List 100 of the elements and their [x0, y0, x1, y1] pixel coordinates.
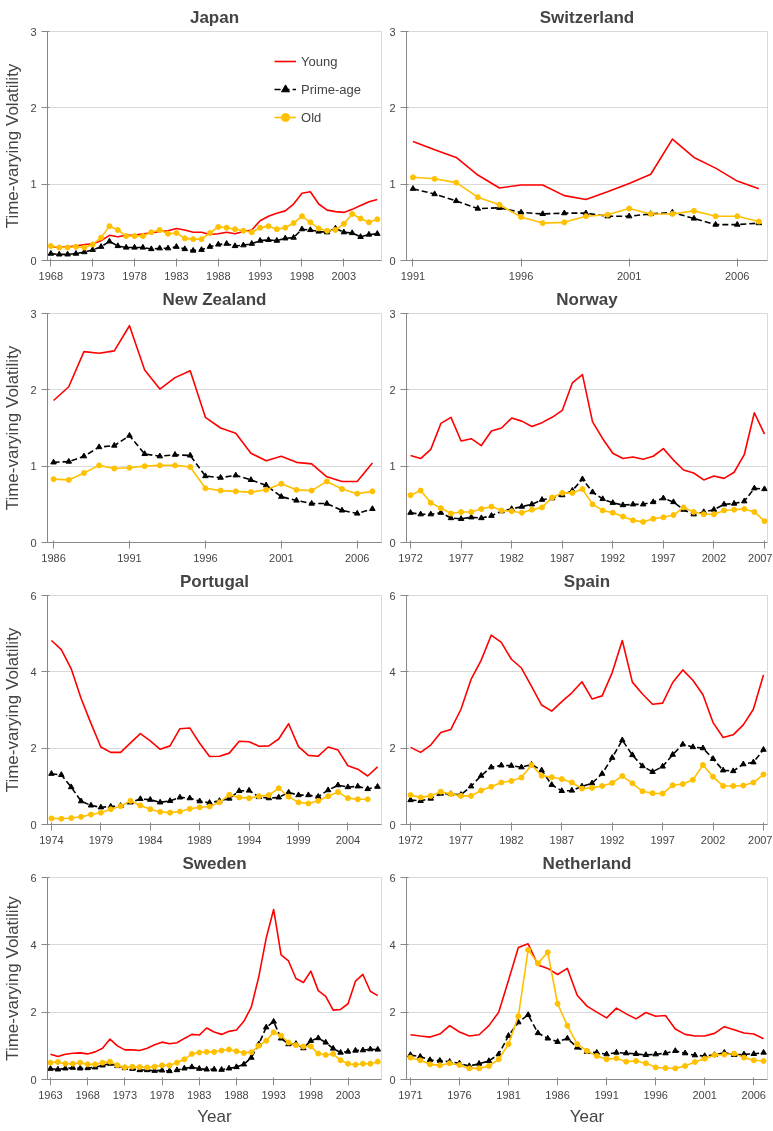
- x-tick-label: 1988: [206, 269, 231, 282]
- x-tick-label: 1997: [651, 551, 676, 564]
- x-tick-label: 1998: [298, 1088, 324, 1101]
- x-tick-label: 2006: [725, 269, 750, 282]
- x-tick-label: 1977: [448, 833, 474, 846]
- y-tick-label: 4: [30, 665, 37, 678]
- x-tick-label: 1996: [643, 1088, 668, 1101]
- y-tick-label: 1: [30, 460, 37, 473]
- y-tick-label: 2: [389, 742, 396, 755]
- y-tick-label: 1: [30, 178, 37, 191]
- y-tick-label: 0: [389, 254, 396, 267]
- x-tick-label: 1992: [599, 833, 625, 846]
- y-tick-label: 6: [30, 871, 37, 884]
- x-tick-label: 1991: [117, 551, 142, 564]
- x-tick-label: 1992: [600, 551, 626, 564]
- y-tick-label: 1: [389, 178, 396, 191]
- y-tick-label: 0: [389, 536, 396, 549]
- x-tick-label: 1981: [496, 1088, 521, 1101]
- x-tick-label: 2006: [741, 1088, 767, 1101]
- x-tick-label: 1978: [149, 1088, 175, 1101]
- y-tick-label: 0: [30, 1073, 37, 1086]
- x-tick-label: 1986: [545, 1088, 570, 1101]
- x-tick-label: 2002: [701, 551, 727, 564]
- x-tick-label: 1979: [88, 833, 114, 846]
- x-tick-label: 1991: [400, 269, 426, 282]
- x-tick-label: 1982: [499, 833, 524, 846]
- x-tick-label: 1984: [138, 833, 163, 846]
- x-tick-label: 2007: [748, 551, 773, 564]
- x-tick-label: 1968: [38, 269, 64, 282]
- x-tick-label: 1968: [75, 1088, 100, 1101]
- y-tick-label: 3: [389, 307, 396, 320]
- y-tick-label: 6: [389, 589, 396, 602]
- x-tick-label: 1983: [187, 1088, 212, 1101]
- x-tick-label: 1991: [594, 1088, 619, 1101]
- x-tick-label: 1983: [164, 269, 189, 282]
- chart-title: Sweden: [182, 853, 247, 873]
- x-tick-label: 1978: [122, 269, 147, 282]
- chart-title: Netherland: [542, 853, 632, 873]
- chart-title: New Zealand: [162, 289, 267, 309]
- x-tick-label: 1972: [398, 551, 423, 564]
- legend-label: Prime-age: [301, 81, 361, 97]
- x-tick-label: 1963: [38, 1088, 63, 1101]
- y-tick-label: 3: [30, 307, 37, 320]
- y-tick-label: 6: [389, 871, 396, 884]
- x-tick-label: 1972: [398, 833, 423, 846]
- x-tick-label: 1999: [286, 833, 311, 846]
- y-tick-label: 0: [30, 536, 37, 549]
- y-tick-label: 6: [30, 589, 37, 602]
- x-tick-label: 1996: [193, 551, 218, 564]
- x-tick-label: 1987: [549, 551, 575, 564]
- x-tick-label: 1973: [80, 269, 105, 282]
- x-tick-label: 1977: [448, 551, 474, 564]
- x-tick-label: 1994: [236, 833, 262, 846]
- y-tick-label: 4: [30, 938, 37, 951]
- x-tick-label: 1987: [549, 833, 575, 846]
- x-tick-label: 2002: [700, 833, 726, 846]
- x-tick-label: 2006: [344, 551, 370, 564]
- x-tick-label: 2007: [748, 833, 773, 846]
- y-tick-label: 2: [389, 101, 396, 114]
- x-tick-label: 1997: [650, 833, 675, 846]
- y-tick-label: 2: [389, 1006, 396, 1019]
- y-tick-label: 2: [389, 383, 396, 396]
- x-tick-label: 2001: [616, 269, 642, 282]
- chart-title: Japan: [189, 7, 240, 27]
- y-tick-label: 1: [389, 460, 396, 473]
- y-tick-label: 3: [389, 25, 396, 38]
- y-tick-label: 0: [389, 1073, 396, 1086]
- x-tick-label: 1993: [261, 1088, 286, 1101]
- y-tick-label: 2: [30, 101, 37, 114]
- chart-title: Portugal: [180, 571, 249, 591]
- y-tick-label: 4: [389, 938, 396, 951]
- y-axis-title: Time-varying Volatility: [3, 63, 23, 229]
- x-tick-label: 1976: [447, 1088, 472, 1101]
- legend-label: Old: [301, 109, 322, 125]
- x-tick-label: 1986: [41, 551, 66, 564]
- y-axis-title: Time-varying Volatility: [3, 895, 23, 1061]
- y-tick-label: 0: [389, 818, 396, 831]
- y-tick-label: 2: [30, 383, 37, 396]
- y-tick-label: 3: [30, 25, 37, 38]
- x-tick-label: 2001: [269, 551, 294, 564]
- x-tick-label: 2001: [692, 1088, 717, 1101]
- y-tick-label: 2: [30, 742, 37, 755]
- y-axis-title: Time-varying Volatility: [3, 345, 23, 511]
- x-tick-label: 1971: [398, 1088, 423, 1101]
- chart-title: Switzerland: [539, 7, 635, 27]
- legend-label: Young: [301, 53, 338, 69]
- y-tick-label: 2: [30, 1006, 37, 1019]
- y-tick-label: 0: [30, 254, 37, 267]
- x-tick-label: 1996: [508, 269, 534, 282]
- y-tick-label: 0: [30, 818, 37, 831]
- x-tick-label: 1993: [247, 269, 273, 282]
- x-tick-label: 2004: [335, 833, 361, 846]
- y-axis-title: Time-varying Volatility: [3, 627, 23, 793]
- chart-title: Spain: [563, 571, 611, 591]
- chart-title: Norway: [556, 289, 619, 309]
- x-tick-label: 1974: [39, 833, 64, 846]
- x-axis-title: Year: [569, 1106, 605, 1126]
- x-tick-label: 2003: [335, 1088, 361, 1101]
- x-tick-label: 1982: [499, 551, 524, 564]
- x-tick-label: 1998: [289, 269, 315, 282]
